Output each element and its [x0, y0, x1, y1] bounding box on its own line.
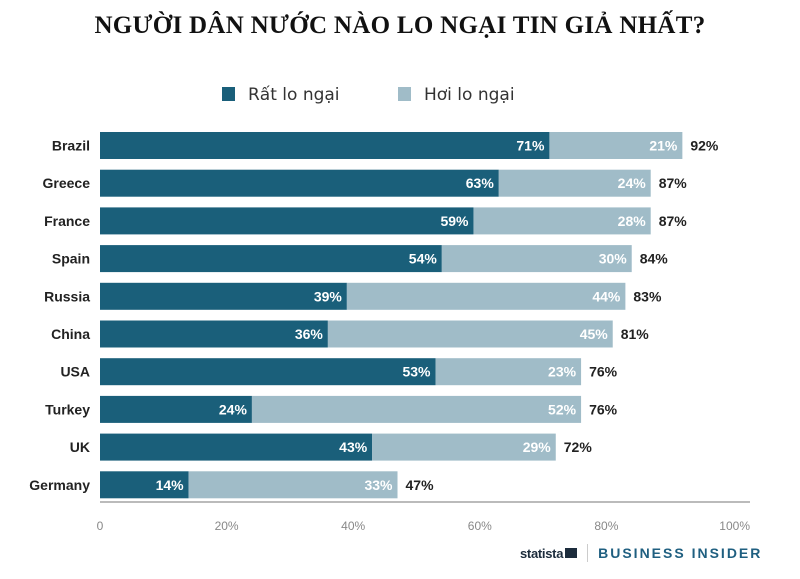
bar-segment-1: [441, 245, 632, 273]
total-label: 87%: [659, 213, 688, 229]
business-insider-logo: BUSINESS INSIDER: [598, 545, 763, 561]
divider: [587, 544, 589, 562]
bar-segment-0: [100, 282, 347, 310]
total-label: 87%: [659, 175, 688, 191]
x-tick-label: 80%: [594, 519, 618, 533]
statista-logo: statista: [520, 545, 564, 561]
category-label: France: [44, 213, 90, 229]
data-label-1: 33%: [364, 477, 393, 493]
data-label-0: 36%: [295, 326, 324, 342]
bar-segment-0: [100, 132, 550, 159]
bar-segment-1: [327, 320, 613, 348]
category-label: Spain: [52, 251, 90, 267]
data-label-1: 28%: [618, 213, 647, 229]
data-label-0: 59%: [440, 213, 469, 229]
data-label-0: 39%: [314, 288, 343, 304]
bar-segment-0: [100, 207, 474, 235]
bar-segment-1: [188, 471, 398, 499]
total-label: 84%: [640, 251, 669, 267]
total-label: 72%: [564, 439, 593, 455]
total-label: 83%: [633, 288, 662, 304]
bar-segment-0: [100, 471, 189, 499]
bar-segment-0: [100, 320, 328, 348]
total-label: 47%: [406, 477, 435, 493]
data-label-1: 29%: [523, 439, 552, 455]
bar-segment-0: [100, 169, 499, 197]
data-label-1: 45%: [580, 326, 609, 342]
data-label-1: 21%: [649, 138, 678, 154]
legend-swatch-1: [398, 87, 411, 101]
bar-segment-1: [346, 282, 626, 310]
bar-segment-0: [100, 433, 373, 461]
legend-swatch-0: [222, 87, 235, 101]
bar-segment-0: [100, 395, 252, 423]
total-label: 92%: [690, 138, 719, 154]
total-label: 76%: [589, 401, 618, 417]
category-label: USA: [60, 364, 90, 380]
category-label: Germany: [29, 477, 90, 493]
data-label-1: 24%: [618, 175, 647, 191]
category-label: UK: [70, 439, 90, 455]
data-label-0: 14%: [156, 477, 185, 493]
data-label-0: 54%: [409, 251, 438, 267]
data-label-1: 23%: [548, 364, 577, 380]
category-label: Russia: [44, 288, 90, 304]
category-label: Greece: [43, 175, 91, 191]
statista-icon: [565, 548, 578, 558]
category-label: Turkey: [45, 401, 90, 417]
x-tick-label: 60%: [468, 519, 492, 533]
x-tick-label: 40%: [341, 519, 365, 533]
bar-segment-0: [100, 245, 442, 273]
total-label: 81%: [621, 326, 650, 342]
category-label: Brazil: [52, 138, 90, 154]
data-label-0: 53%: [402, 364, 431, 380]
chart-title: NGƯỜI DÂN NƯỚC NÀO LO NGẠI TIN GIẢ NHẤT?: [94, 12, 706, 39]
data-label-0: 24%: [219, 401, 248, 417]
legend-label-0: Rất lo ngại: [248, 84, 340, 105]
bar-segment-1: [251, 395, 582, 423]
bar-segment-1: [435, 358, 582, 386]
data-label-1: 44%: [592, 288, 621, 304]
data-label-0: 43%: [339, 439, 368, 455]
total-label: 76%: [589, 364, 618, 380]
bar-segment-1: [372, 433, 556, 461]
x-tick-label: 20%: [215, 519, 239, 533]
legend-label-1: Hơi lo ngại: [424, 85, 515, 105]
bar-segment-0: [100, 358, 436, 386]
bar-segment-1: [498, 169, 651, 197]
footer: statista BUSINESS INSIDER: [520, 544, 762, 562]
category-label: China: [51, 326, 90, 342]
bar-segment-1: [473, 207, 651, 235]
x-tick-label: 0: [97, 519, 104, 533]
bar-segment-1: [549, 132, 683, 159]
data-label-1: 52%: [548, 401, 577, 417]
data-label-0: 71%: [516, 138, 545, 154]
x-tick-label: 100%: [719, 519, 750, 533]
data-label-0: 63%: [466, 175, 495, 191]
data-label-1: 30%: [599, 251, 628, 267]
